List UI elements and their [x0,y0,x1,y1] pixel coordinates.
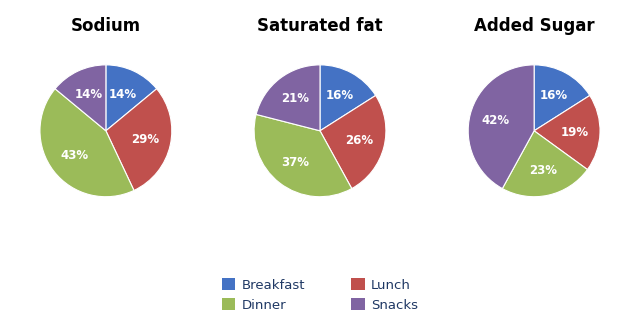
Text: 42%: 42% [481,114,509,127]
Title: Sodium: Sodium [71,17,141,35]
Wedge shape [320,65,376,131]
Wedge shape [40,89,134,197]
Text: 14%: 14% [75,88,103,101]
Title: Saturated fat: Saturated fat [257,17,383,35]
Wedge shape [256,65,320,131]
Wedge shape [106,65,157,131]
Text: 21%: 21% [282,93,309,106]
Text: 26%: 26% [345,134,373,147]
Text: 14%: 14% [109,88,137,101]
Wedge shape [534,65,590,131]
Wedge shape [55,65,106,131]
Title: Added Sugar: Added Sugar [474,17,595,35]
Wedge shape [468,65,534,189]
Wedge shape [502,131,588,197]
Text: 16%: 16% [540,89,568,102]
Text: 16%: 16% [325,89,353,102]
Wedge shape [320,95,386,189]
Legend: Breakfast, Dinner, Lunch, Snacks: Breakfast, Dinner, Lunch, Snacks [216,273,424,317]
Wedge shape [254,114,352,197]
Text: 19%: 19% [560,126,588,139]
Wedge shape [106,89,172,190]
Text: 23%: 23% [529,164,557,177]
Text: 29%: 29% [131,133,159,146]
Text: 37%: 37% [282,156,309,169]
Wedge shape [534,95,600,169]
Text: 43%: 43% [60,149,88,162]
